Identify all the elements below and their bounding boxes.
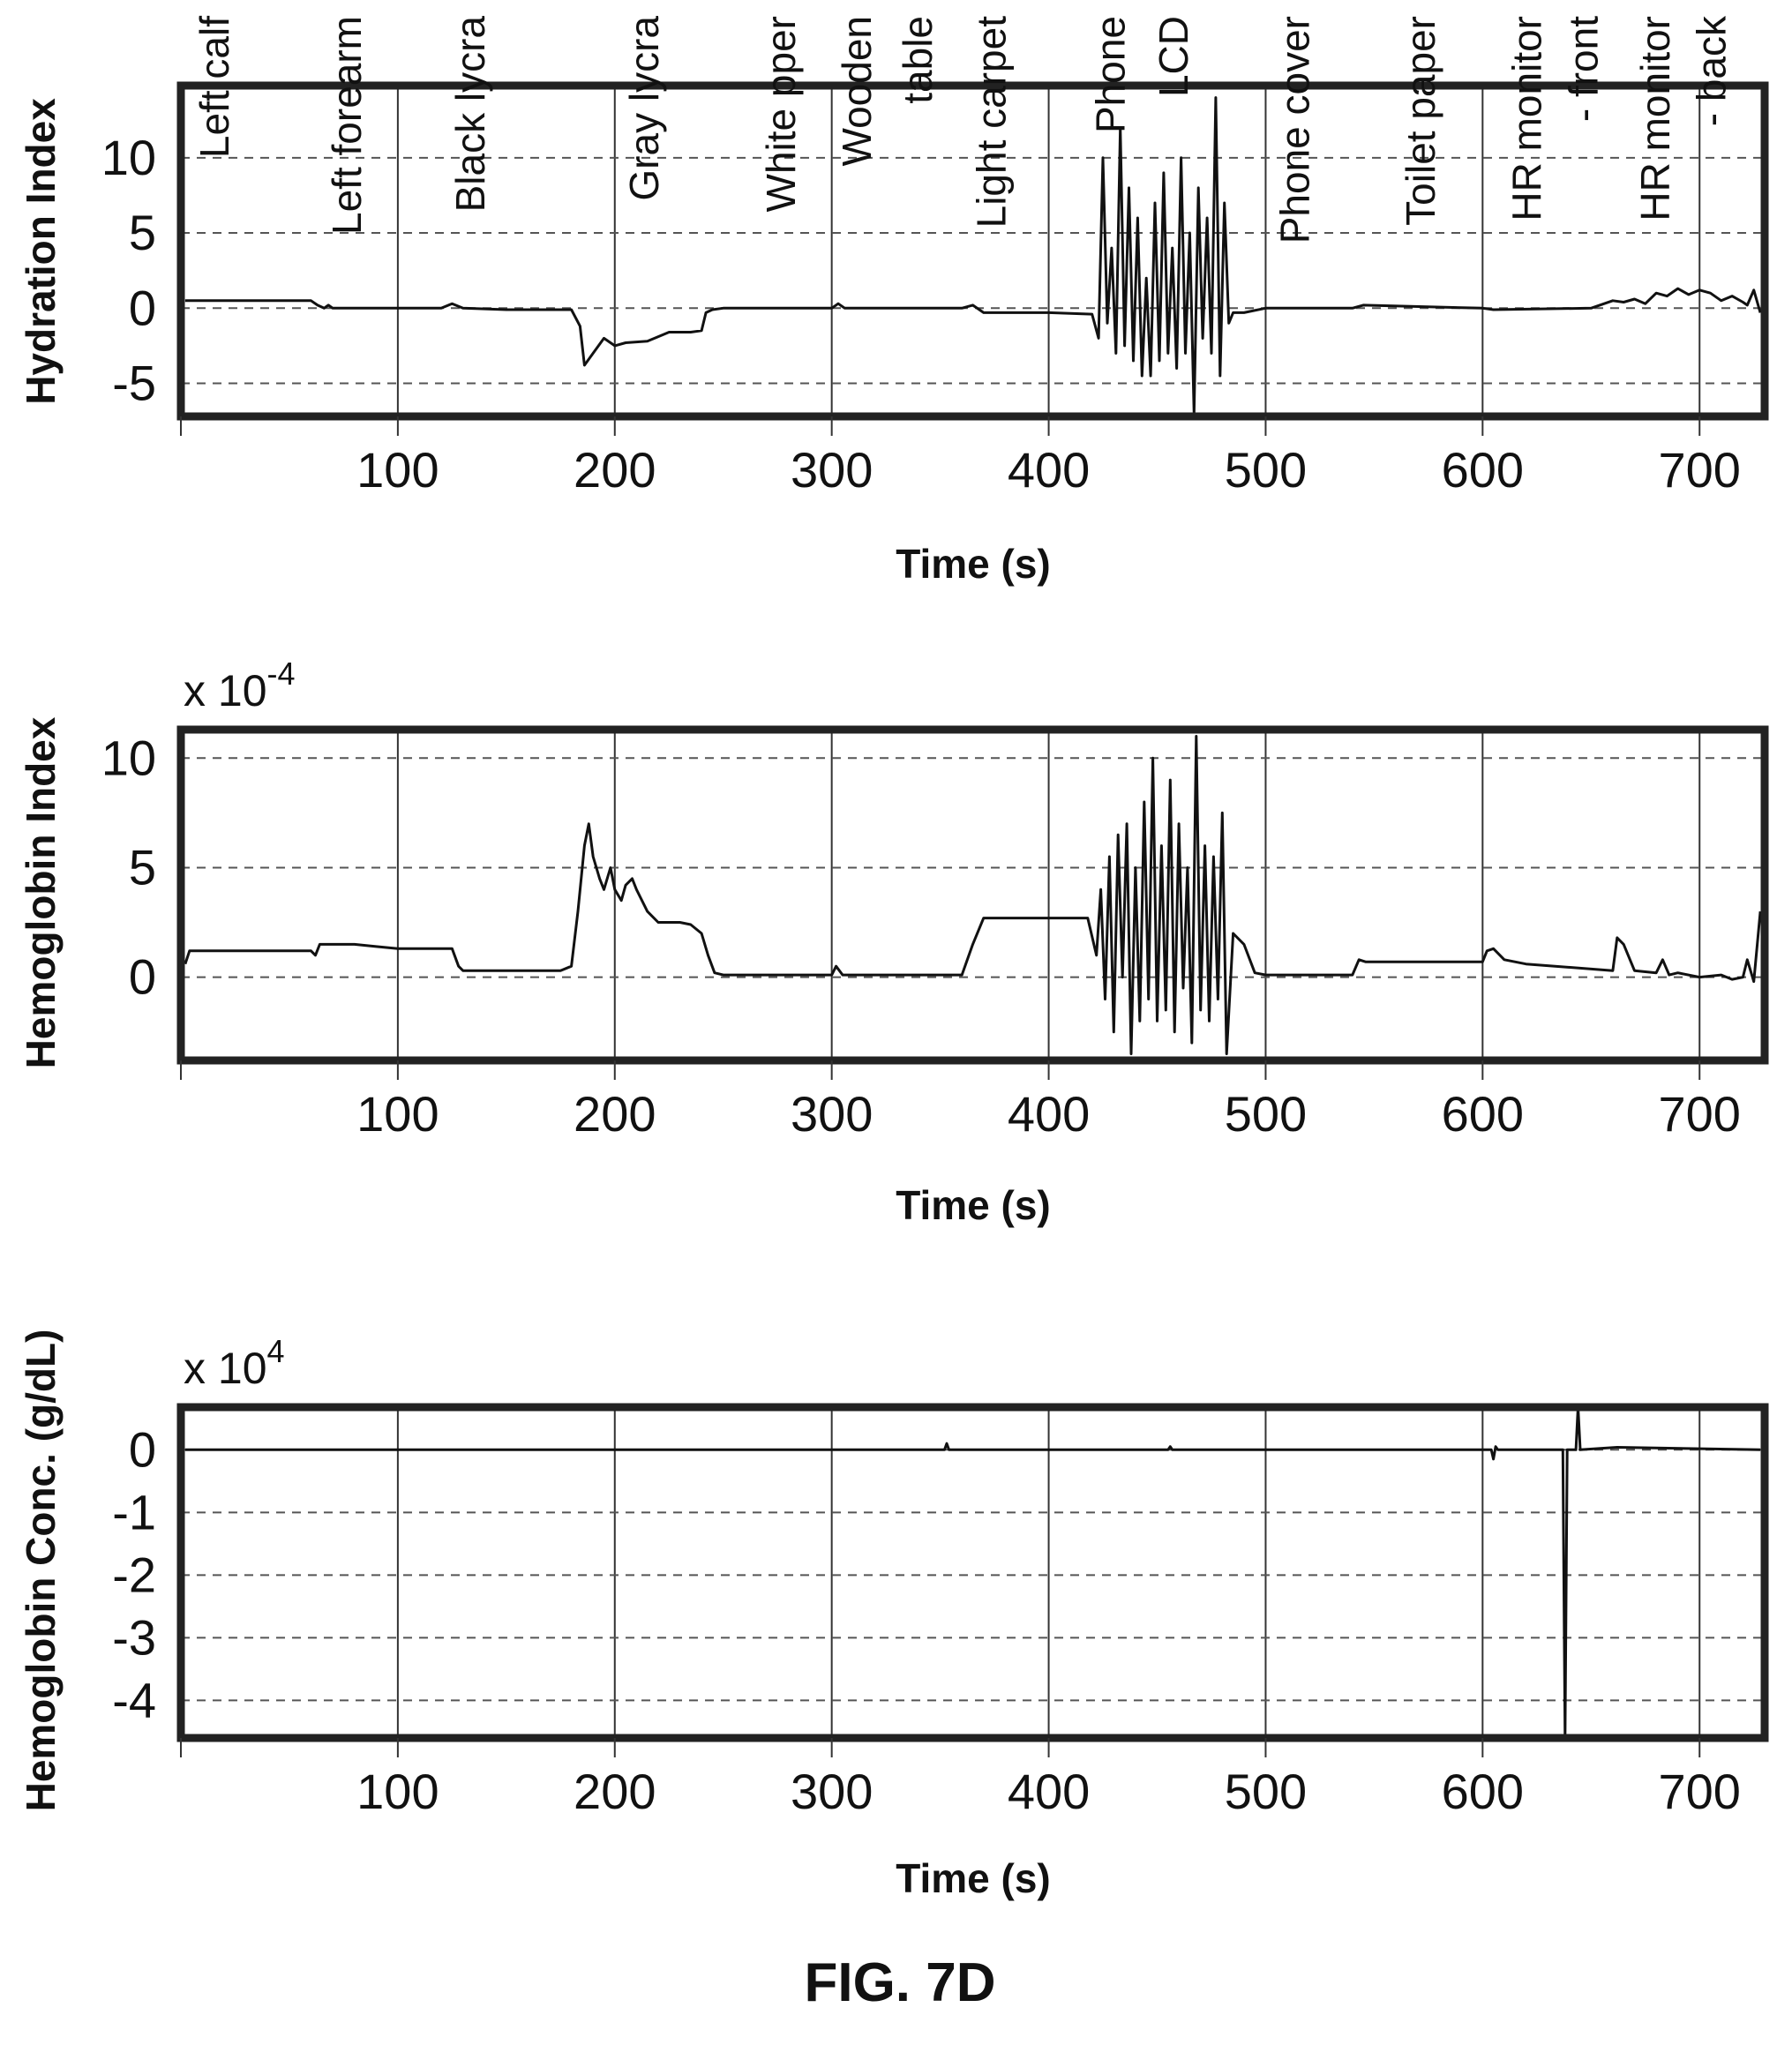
hemoglobin-index-tick-labels: 100 200 300 400 500 600 700 10 5 0 [101,730,1741,1142]
hydration-index-x-tick-label: 200 [574,442,656,498]
hydration-index-frame [176,81,1769,421]
hemoglobin-conc-y-tick-label: -1 [112,1484,156,1539]
hydration-index-x-tick-label: 400 [1008,442,1090,498]
hydration-index-x-tick-label: 300 [791,442,873,498]
hemoglobin-conc-traces [184,1405,1761,1740]
hydration-index-x-axis-label: Time (s) [896,541,1051,587]
hydration-index-y-axis-label: Hydration Index [18,98,64,405]
hydration-index-traces [184,96,1762,416]
hydration-index-y-tick-label: 5 [129,205,156,260]
hemoglobin-conc-y-tick-label: -2 [112,1547,156,1602]
hemoglobin-conc-x-axis-label: Time (s) [896,1855,1051,1901]
hemoglobin-index-series-line [184,735,1762,1055]
hydration-index-annotation: HR monitor [1632,16,1678,221]
hydration-index-annotation: White pper [758,16,804,212]
hydration-index-x-tick-label: 700 [1659,442,1741,498]
hydration-index-annotation: Phone cover [1272,16,1318,243]
hemoglobin-conc-multiplier: x 104 [184,1333,285,1393]
hydration-index-grid [181,86,1765,416]
hemoglobin-conc-series-line [184,1405,1761,1740]
hydration-index-series-line [184,96,1762,416]
hemoglobin-index-y-tick-label: 0 [129,949,156,1005]
hemoglobin-index-multiplier-base: x 10 [184,666,267,715]
hemoglobin-conc-plot-area [181,1407,1765,1738]
hemoglobin-index-y-tick-label: 5 [129,839,156,895]
hemoglobin-index-y-tick-label: 10 [101,730,156,785]
hemoglobin-index-x-tick-label: 300 [791,1086,873,1142]
hydration-index-tick-labels: 100 200 300 400 500 600 700 10 5 0 -5 [101,130,1741,498]
hemoglobin-index-x-tick-label: 400 [1008,1086,1090,1142]
hemoglobin-index-y-axis-label: Hemoglobin Index [18,716,64,1068]
hydration-index-annotation: Left forearm [324,16,370,235]
hemoglobin-conc-panel: 100 200 300 400 500 600 700 0 -1 -2 -3 -4 x 104 Tim… [18,1330,1769,1901]
hemoglobin-index-x-tick-label: 600 [1442,1086,1524,1142]
hemoglobin-conc-x-tick-label: 500 [1225,1764,1307,1819]
hemoglobin-index-x-tick-label: 200 [574,1086,656,1142]
hydration-index-annotations: Left calf Left forearm Black lycra Gray lyc… [191,15,1735,243]
hydration-index-annotation: Left calf [191,16,237,158]
hydration-index-annotation: HR monitor [1504,16,1550,221]
hemoglobin-index-x-tick-label: 500 [1225,1086,1307,1142]
hemoglobin-index-multiplier: x 10-4 [184,655,296,715]
hemoglobin-conc-multiplier-base: x 10 [184,1344,267,1393]
hemoglobin-index-plot-area [181,730,1765,1060]
hemoglobin-index-x-axis-label: Time (s) [896,1182,1051,1228]
hemoglobin-conc-tick-labels: 100 200 300 400 500 600 700 0 -1 -2 -3 -4 [112,1421,1741,1819]
hydration-index-annotation: table [895,16,941,104]
hemoglobin-conc-y-tick-label: 0 [129,1421,156,1477]
hydration-index-annotation: Gray lycra [621,16,667,201]
hydration-index-annotation: Black lycra [447,16,493,213]
hydration-index-x-tick-label: 600 [1442,442,1524,498]
hemoglobin-conc-y-tick-label: -3 [112,1609,156,1665]
hemoglobin-index-multiplier-exponent: -4 [267,655,296,692]
hydration-index-annotation: - back [1689,15,1735,126]
hemoglobin-index-x-tick-label: 700 [1659,1086,1741,1142]
hemoglobin-index-grid [181,730,1765,1060]
hemoglobin-conc-x-tick-label: 600 [1442,1764,1524,1819]
hemoglobin-conc-x-tick-label: 400 [1008,1764,1090,1819]
hydration-index-annotation: LCD [1151,16,1196,97]
hydration-index-annotation: - front [1561,16,1607,122]
hydration-index-x-tick-label: 500 [1225,442,1307,498]
hemoglobin-conc-multiplier-exponent: 4 [267,1333,285,1369]
hydration-index-y-tick-label: 10 [101,130,156,185]
hemoglobin-index-panel: 100 200 300 400 500 600 700 10 5 0 x 10-4 Time (s… [18,655,1769,1228]
hydration-index-y-tick-label: 0 [129,280,156,335]
hydration-index-annotation: Light carpet [968,16,1014,228]
hemoglobin-conc-y-tick-label: -4 [112,1672,156,1727]
hydration-index-plot-area [181,86,1765,416]
hemoglobin-index-x-tick-label: 100 [356,1086,439,1142]
hydration-index-annotation: Phone [1088,16,1134,133]
hydration-index-annotation: Wooden [834,16,880,167]
figure-caption: FIG. 7D [804,1952,995,2013]
hemoglobin-conc-y-axis-label: Hemoglobin Conc. (g/dL) [18,1330,64,1812]
hydration-index-y-tick-label: -5 [112,356,156,411]
hemoglobin-conc-x-tick-label: 300 [791,1764,873,1819]
hydration-index-x-tick-label: 100 [356,442,439,498]
hemoglobin-conc-x-tick-label: 100 [356,1764,439,1819]
hemoglobin-index-frame [176,725,1769,1065]
hemoglobin-conc-x-tick-label: 700 [1659,1764,1741,1819]
hydration-index-annotation: Toilet paper [1398,16,1443,226]
hemoglobin-conc-x-tick-label: 200 [574,1764,656,1819]
hemoglobin-conc-frame [176,1403,1769,1742]
hemoglobin-index-traces [184,735,1762,1055]
